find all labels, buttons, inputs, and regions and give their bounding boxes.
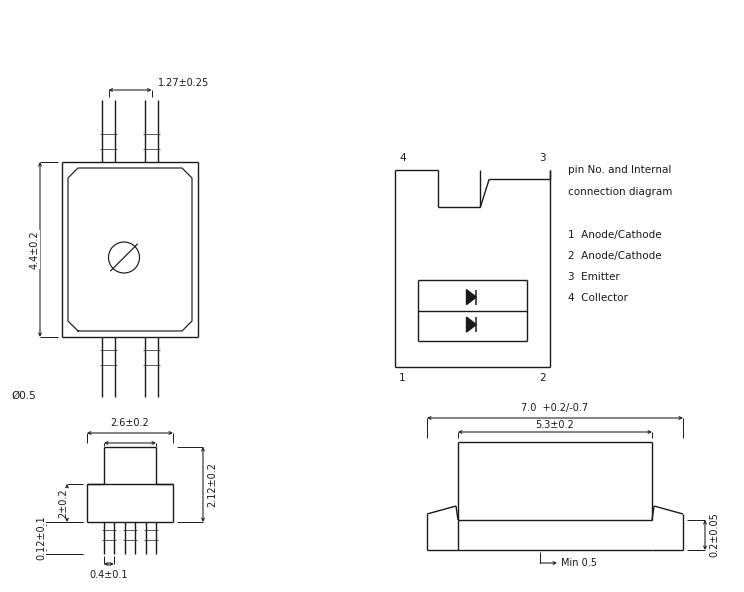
Text: 2: 2 <box>539 373 546 383</box>
Text: pin No. and Internal: pin No. and Internal <box>568 165 671 175</box>
Text: 1  Anode/Cathode: 1 Anode/Cathode <box>568 230 661 240</box>
Text: 0.4±0.1: 0.4±0.1 <box>90 570 128 580</box>
Text: 2.12±0.2: 2.12±0.2 <box>207 462 217 507</box>
Polygon shape <box>466 317 476 332</box>
Text: 1: 1 <box>399 373 405 383</box>
Text: 7.0  +0.2/-0.7: 7.0 +0.2/-0.7 <box>522 403 589 413</box>
Text: 0.12±0.1: 0.12±0.1 <box>36 516 46 561</box>
Text: Ø0.5: Ø0.5 <box>12 391 36 401</box>
Polygon shape <box>466 289 476 305</box>
Text: 5.3±0.2: 5.3±0.2 <box>536 420 574 430</box>
Text: 0.2±0.05: 0.2±0.05 <box>709 513 719 558</box>
Text: 2  Anode/Cathode: 2 Anode/Cathode <box>568 251 661 261</box>
Text: 3  Emitter: 3 Emitter <box>568 272 620 282</box>
Text: 4: 4 <box>399 153 405 163</box>
Text: 1.27±0.25: 1.27±0.25 <box>158 78 209 88</box>
Text: 2.6±0.2: 2.6±0.2 <box>111 418 150 428</box>
Text: 4  Collector: 4 Collector <box>568 293 628 303</box>
Text: connection diagram: connection diagram <box>568 187 673 197</box>
Text: 2±0.2: 2±0.2 <box>58 488 68 518</box>
Text: 4.4±0.2: 4.4±0.2 <box>30 230 40 269</box>
Text: 3: 3 <box>539 153 546 163</box>
Text: Min 0.5: Min 0.5 <box>561 558 597 568</box>
